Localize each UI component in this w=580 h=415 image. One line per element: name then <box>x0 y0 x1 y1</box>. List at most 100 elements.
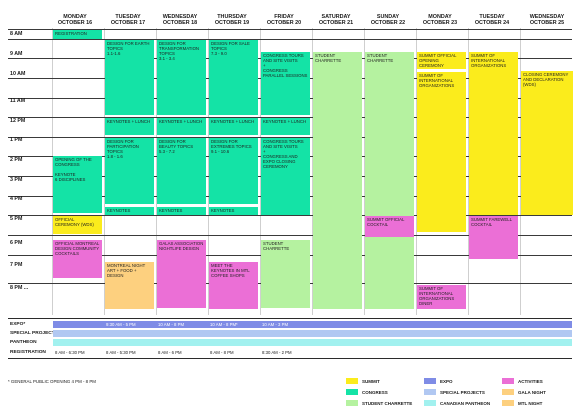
hour-line <box>8 235 572 236</box>
event-design-participation[interactable]: DESIGN FOR PARTICIPATION TOPICS 1.8 - 1.… <box>105 138 154 204</box>
event-summit-intl[interactable]: SUMMIT OF INTERNATIONAL ORGANIZATIONS <box>417 72 466 232</box>
column-divider <box>52 28 53 315</box>
event-summit-farewell[interactable]: SUMMIT FAREWELL COCKTAIL <box>469 216 518 259</box>
time-label: 4 PM <box>10 196 23 202</box>
column-divider <box>364 28 365 315</box>
day-header-tue24: TUESDAY OCTOBER 24 <box>474 14 510 27</box>
day-header-fri20: FRIDAY OCTOBER 20 <box>266 14 302 27</box>
event-student-charrette[interactable]: STUDENT CHARRETTE <box>261 240 310 308</box>
hour-line <box>8 215 572 216</box>
registration-time-fri: 8:30 AM - 2 PM <box>262 350 292 355</box>
legend-swatch-special <box>424 389 436 395</box>
event-summit-cocktail[interactable]: SUMMIT OFFICIAL COCKTAIL <box>365 216 414 237</box>
legend-label-mtl: MTL NIGHT <box>518 401 543 406</box>
legend-label-summit: SUMMIT <box>362 379 380 384</box>
column-divider <box>468 28 469 315</box>
column-divider <box>416 28 417 315</box>
event-meet-keynotes[interactable]: MEET THE KEYNOTES IN MTL COFFEE SHOPS <box>209 262 258 309</box>
time-label: 1 PM <box>10 137 23 143</box>
event-congress-tours[interactable]: CONGRESS TOURS AND SITE VISITS + CONGRES… <box>261 52 310 115</box>
legend-swatch-expo <box>424 378 436 384</box>
event-keynotes[interactable]: KEYNOTES <box>157 207 206 215</box>
time-label: 9 AM <box>10 51 23 57</box>
legend-swatch-student <box>346 400 358 406</box>
event-design-earth[interactable]: DESIGN FOR EARTH TOPICS 1.1-1.6 <box>105 40 154 115</box>
row-label-expo: EXPO* <box>10 322 26 327</box>
expo-time-tue: 9:30 AM - 5 PM <box>106 322 136 327</box>
time-label: 8 PM ... <box>10 285 29 291</box>
row-label-registration: REGISTRATION <box>10 350 46 355</box>
expo-time-thu: 10 AM - 8 PM* <box>210 322 238 327</box>
expo-time-wed: 10 AM - 8 PM <box>158 322 185 327</box>
legend-swatch-summit <box>346 378 358 384</box>
legend-swatch-pantheon <box>424 400 436 406</box>
event-design-extremes[interactable]: DESIGN FOR EXTREMES TOPICS 9.1 - 10.6 <box>209 138 258 204</box>
legend-label-pantheon: CANADIAN PANTHEON <box>440 401 491 406</box>
event-summit-intl[interactable]: SUMMIT OF INTERNATIONAL ORGANIZATIONS <box>469 52 518 215</box>
column-divider <box>260 28 261 315</box>
legend-label-congress: CONGRESS <box>362 390 388 395</box>
time-label: 2 PM <box>10 157 23 163</box>
pantheon-bar <box>53 339 572 346</box>
time-label: 8 AM <box>10 31 23 37</box>
legend-swatch-gala <box>502 389 514 395</box>
row-label-special: SPECIAL PROJECTS <box>10 331 58 336</box>
registration-time-wed: 8 AM - 6 PM <box>158 350 182 355</box>
hour-line <box>8 29 572 30</box>
day-header-wed25: WEDNESDAY OCTOBER 25 <box>529 14 565 27</box>
hour-line <box>8 137 572 138</box>
day-header-sun22: SUNDAY OCTOBER 22 <box>370 14 406 27</box>
legend-swatch-activities <box>502 378 514 384</box>
legend-swatch-mtl <box>502 400 514 406</box>
column-divider <box>104 28 105 315</box>
registration-time-tue: 8 AM - 5:30 PM <box>106 350 136 355</box>
time-label: 10 AM <box>10 71 26 77</box>
event-keynotes-lunch[interactable]: KEYNOTES + LUNCH <box>105 118 154 135</box>
event-keynotes[interactable]: KEYNOTES <box>105 207 154 215</box>
event-keynotes-lunch[interactable]: KEYNOTES + LUNCH <box>261 118 310 135</box>
section-divider <box>8 318 572 319</box>
event-official-montreal[interactable]: OFFICIAL MONTREAL DESIGN COMMUNITY COCKT… <box>53 240 102 278</box>
special-projects-bar <box>53 330 572 337</box>
section-divider <box>8 358 572 359</box>
event-keynotes-lunch[interactable]: KEYNOTES + LUNCH <box>209 118 258 135</box>
hour-line <box>8 117 572 118</box>
day-header-wed18: WEDNESDAY OCTOBER 18 <box>162 14 198 27</box>
event-design-beauty[interactable]: DESIGN FOR BEAUTY TOPICS 5.3 - 7.2 <box>157 138 206 204</box>
time-label: 5 PM <box>10 216 23 222</box>
registration-time-thu: 8 AM - 8 PM <box>210 350 234 355</box>
event-student-charrette[interactable]: STUDENT CHARRETTE <box>313 52 362 309</box>
time-label: 12 PM <box>10 118 26 124</box>
expo-time-fri: 10 AM - 3 PM <box>262 322 289 327</box>
column-divider <box>520 28 521 315</box>
event-official-ceremony[interactable]: OFFICIAL CEREMONY (WDS) <box>53 216 102 234</box>
hour-line <box>8 39 572 40</box>
event-galas[interactable]: GALAS ASSOCIATION NIGHTLIFE DESIGN <box>157 240 206 308</box>
legend-label-activities: ACTIVITIES <box>518 379 543 384</box>
event-opening-congress[interactable]: OPENING OF THE CONGRESS KEYNOTE 6 DISCIP… <box>53 156 102 213</box>
footnote: * GENERAL PUBLIC OPENING 4 PM - 8 PM <box>8 379 96 384</box>
event-design-sale[interactable]: DESIGN FOR SALE TOPICS 7.3 - 9.0 <box>209 40 258 115</box>
legend-swatch-congress <box>346 389 358 395</box>
time-label: 7 PM <box>10 262 23 268</box>
time-label: 11 AM <box>10 98 26 104</box>
day-header-mon16: MONDAY OCTOBER 16 <box>57 14 93 27</box>
event-keynotes-lunch[interactable]: KEYNOTES + LUNCH <box>157 118 206 135</box>
legend-label-gala: GALA NIGHT <box>518 390 546 395</box>
event-closing-ceremony[interactable]: CLOSING CEREMONY AND DECLARATION (WDS) <box>521 71 573 215</box>
event-congress-closing[interactable]: CONGRESS TOURS AND SITE VISITS + CONGRES… <box>261 138 310 215</box>
event-summit-dinner[interactable]: SUMMIT OF INTERNATIONAL ORGANIZATIONS DI… <box>417 285 466 309</box>
day-header-mon23: MONDAY OCTOBER 23 <box>422 14 458 27</box>
event-student-charrette[interactable]: STUDENT CHARRETTE <box>365 52 414 309</box>
event-design-transformation[interactable]: DESIGN FOR TRANSFORMATION TOPICS 3.1 - 3… <box>157 40 206 115</box>
legend-label-special: SPECIAL PROJECTS <box>440 390 485 395</box>
event-keynotes[interactable]: KEYNOTES <box>209 207 258 215</box>
registration-time-mon: 8 AM - 6:30 PM <box>55 350 85 355</box>
event-summit-opening[interactable]: SUMMIT OFFICIAL OPENING CEREMONY <box>417 52 466 69</box>
day-header-thu19: THURSDAY OCTOBER 19 <box>214 14 250 27</box>
event-registration[interactable]: REGISTRATION <box>53 30 102 39</box>
legend-label-expo: EXPO <box>440 379 453 384</box>
column-divider <box>208 28 209 315</box>
event-montreal-night[interactable]: MONTREAL NIGHT ART + FOOD + DESIGN <box>105 262 154 309</box>
day-header-sat21: SATURDAY OCTOBER 21 <box>318 14 354 27</box>
